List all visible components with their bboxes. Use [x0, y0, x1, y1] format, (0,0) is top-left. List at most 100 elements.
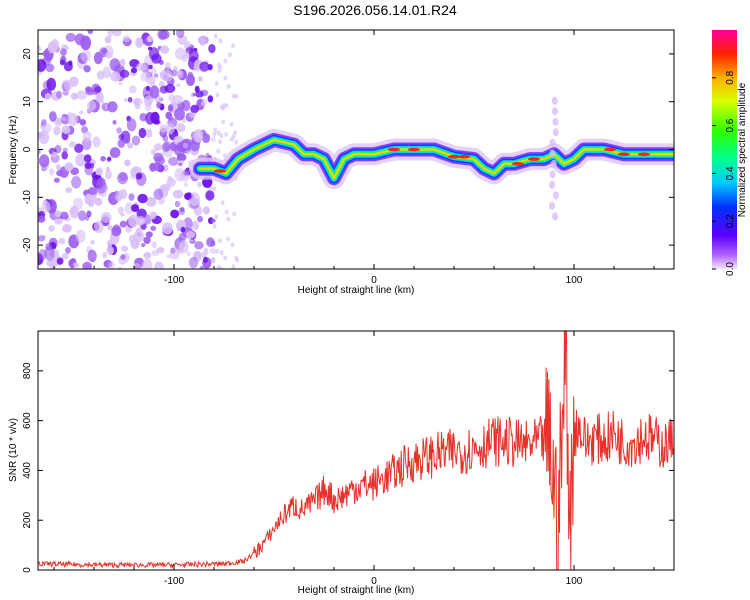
noise-blob — [82, 261, 92, 269]
colorbar: 0.0 0.2 0.4 0.6 0.8 Normalized spectral ampl… — [712, 30, 748, 276]
noise-blob — [135, 172, 143, 180]
noise-blob — [76, 90, 87, 100]
colorbar-tick-label: 0.2 — [725, 214, 736, 228]
noise-blob — [53, 126, 61, 136]
noise-blob — [62, 147, 68, 153]
noise-blob — [124, 159, 131, 167]
noise-blob — [60, 48, 67, 56]
noise-blob — [218, 238, 223, 244]
noise-blob — [208, 43, 216, 54]
noise-blob — [38, 58, 47, 72]
noise-blob — [197, 76, 203, 82]
noise-blob — [107, 30, 114, 38]
noise-blob — [87, 30, 94, 35]
noise-blob — [95, 179, 107, 194]
noise-blob — [118, 134, 125, 140]
noise-blob — [180, 207, 185, 213]
noise-blob — [153, 261, 164, 269]
noise-blob — [219, 266, 224, 269]
noise-blob — [223, 75, 228, 81]
noise-blob — [231, 264, 236, 269]
noise-blob — [85, 88, 95, 96]
noise-blob — [233, 130, 238, 136]
noise-blob — [200, 101, 206, 107]
x-tick-label: -100 — [164, 576, 184, 587]
noise-blob — [74, 143, 84, 153]
noise-blob — [218, 38, 223, 44]
noise-blob — [124, 202, 134, 215]
noise-blob — [56, 170, 64, 177]
noise-blob — [96, 169, 102, 175]
noise-blob — [178, 162, 183, 167]
noise-blob — [52, 151, 57, 158]
noise-blob — [194, 85, 200, 93]
ridge-hotspot — [388, 147, 400, 152]
noise-blob — [72, 262, 78, 267]
noise-blob — [102, 66, 112, 79]
noise-blob — [150, 149, 157, 155]
noise-blob — [65, 187, 73, 193]
ridge-streak — [549, 170, 556, 179]
ridge-streak — [552, 128, 559, 137]
noise-blob — [196, 181, 202, 188]
noise-blob — [104, 51, 113, 59]
noise-blob — [176, 83, 181, 88]
ridge-streak — [549, 180, 556, 189]
noise-blob — [210, 256, 216, 264]
noise-blob — [162, 164, 169, 172]
noise-blob — [229, 121, 234, 127]
noise-blob — [153, 119, 161, 125]
y-tick-label: 10 — [22, 96, 33, 108]
noise-blob — [164, 62, 172, 70]
noise-blob — [116, 127, 122, 134]
noise-blob — [169, 247, 180, 260]
noise-blob — [180, 226, 186, 233]
noise-blob — [86, 210, 92, 218]
noise-blob — [90, 239, 95, 245]
noise-blob — [63, 79, 73, 91]
ridge-streak — [550, 159, 557, 168]
ridge-hotspot — [214, 169, 226, 173]
noise-blob — [143, 252, 152, 259]
noise-blob — [181, 99, 191, 112]
noise-blob — [199, 61, 210, 72]
noise-blob — [84, 162, 92, 170]
noise-blob — [77, 210, 87, 222]
noise-blob — [184, 52, 190, 58]
noise-blob — [104, 169, 112, 180]
noise-blob — [160, 45, 170, 54]
ridge-streak — [549, 138, 556, 147]
noise-blob — [123, 97, 128, 102]
noise-blob — [132, 263, 141, 269]
x-tick-label: -100 — [164, 275, 184, 286]
x-axis-label-bottom: Height of straight line (km) — [298, 585, 415, 596]
noise-blob — [122, 35, 131, 43]
noise-blob — [190, 104, 200, 114]
y-axis-label-top: Frequency (Hz) — [8, 116, 19, 185]
noise-blob — [38, 148, 41, 155]
noise-blob — [67, 113, 79, 127]
noise-blob — [145, 231, 153, 238]
noise-blob — [193, 47, 198, 52]
noise-blob — [38, 45, 42, 53]
page-title: S196.2026.056.14.01.R24 — [293, 2, 457, 18]
noise-blob — [183, 182, 189, 187]
noise-blob — [150, 67, 157, 75]
noise-blob — [161, 222, 173, 235]
ridge-band — [199, 138, 674, 180]
noise-blob — [174, 167, 185, 182]
noise-blob — [75, 229, 86, 243]
ridge-streak — [549, 201, 556, 210]
noise-blob — [208, 186, 214, 192]
colorbar-tick-label: 0.6 — [725, 118, 736, 132]
noise-blob — [232, 211, 237, 217]
noise-blob — [92, 136, 101, 148]
colorbar-ticks: 0.0 0.2 0.4 0.6 0.8 — [712, 70, 736, 276]
ridge-streak — [552, 117, 559, 126]
noise-blob — [156, 101, 162, 109]
noise-blob — [148, 47, 160, 61]
y-tick-label: 400 — [22, 462, 33, 479]
noise-blob — [111, 226, 122, 237]
